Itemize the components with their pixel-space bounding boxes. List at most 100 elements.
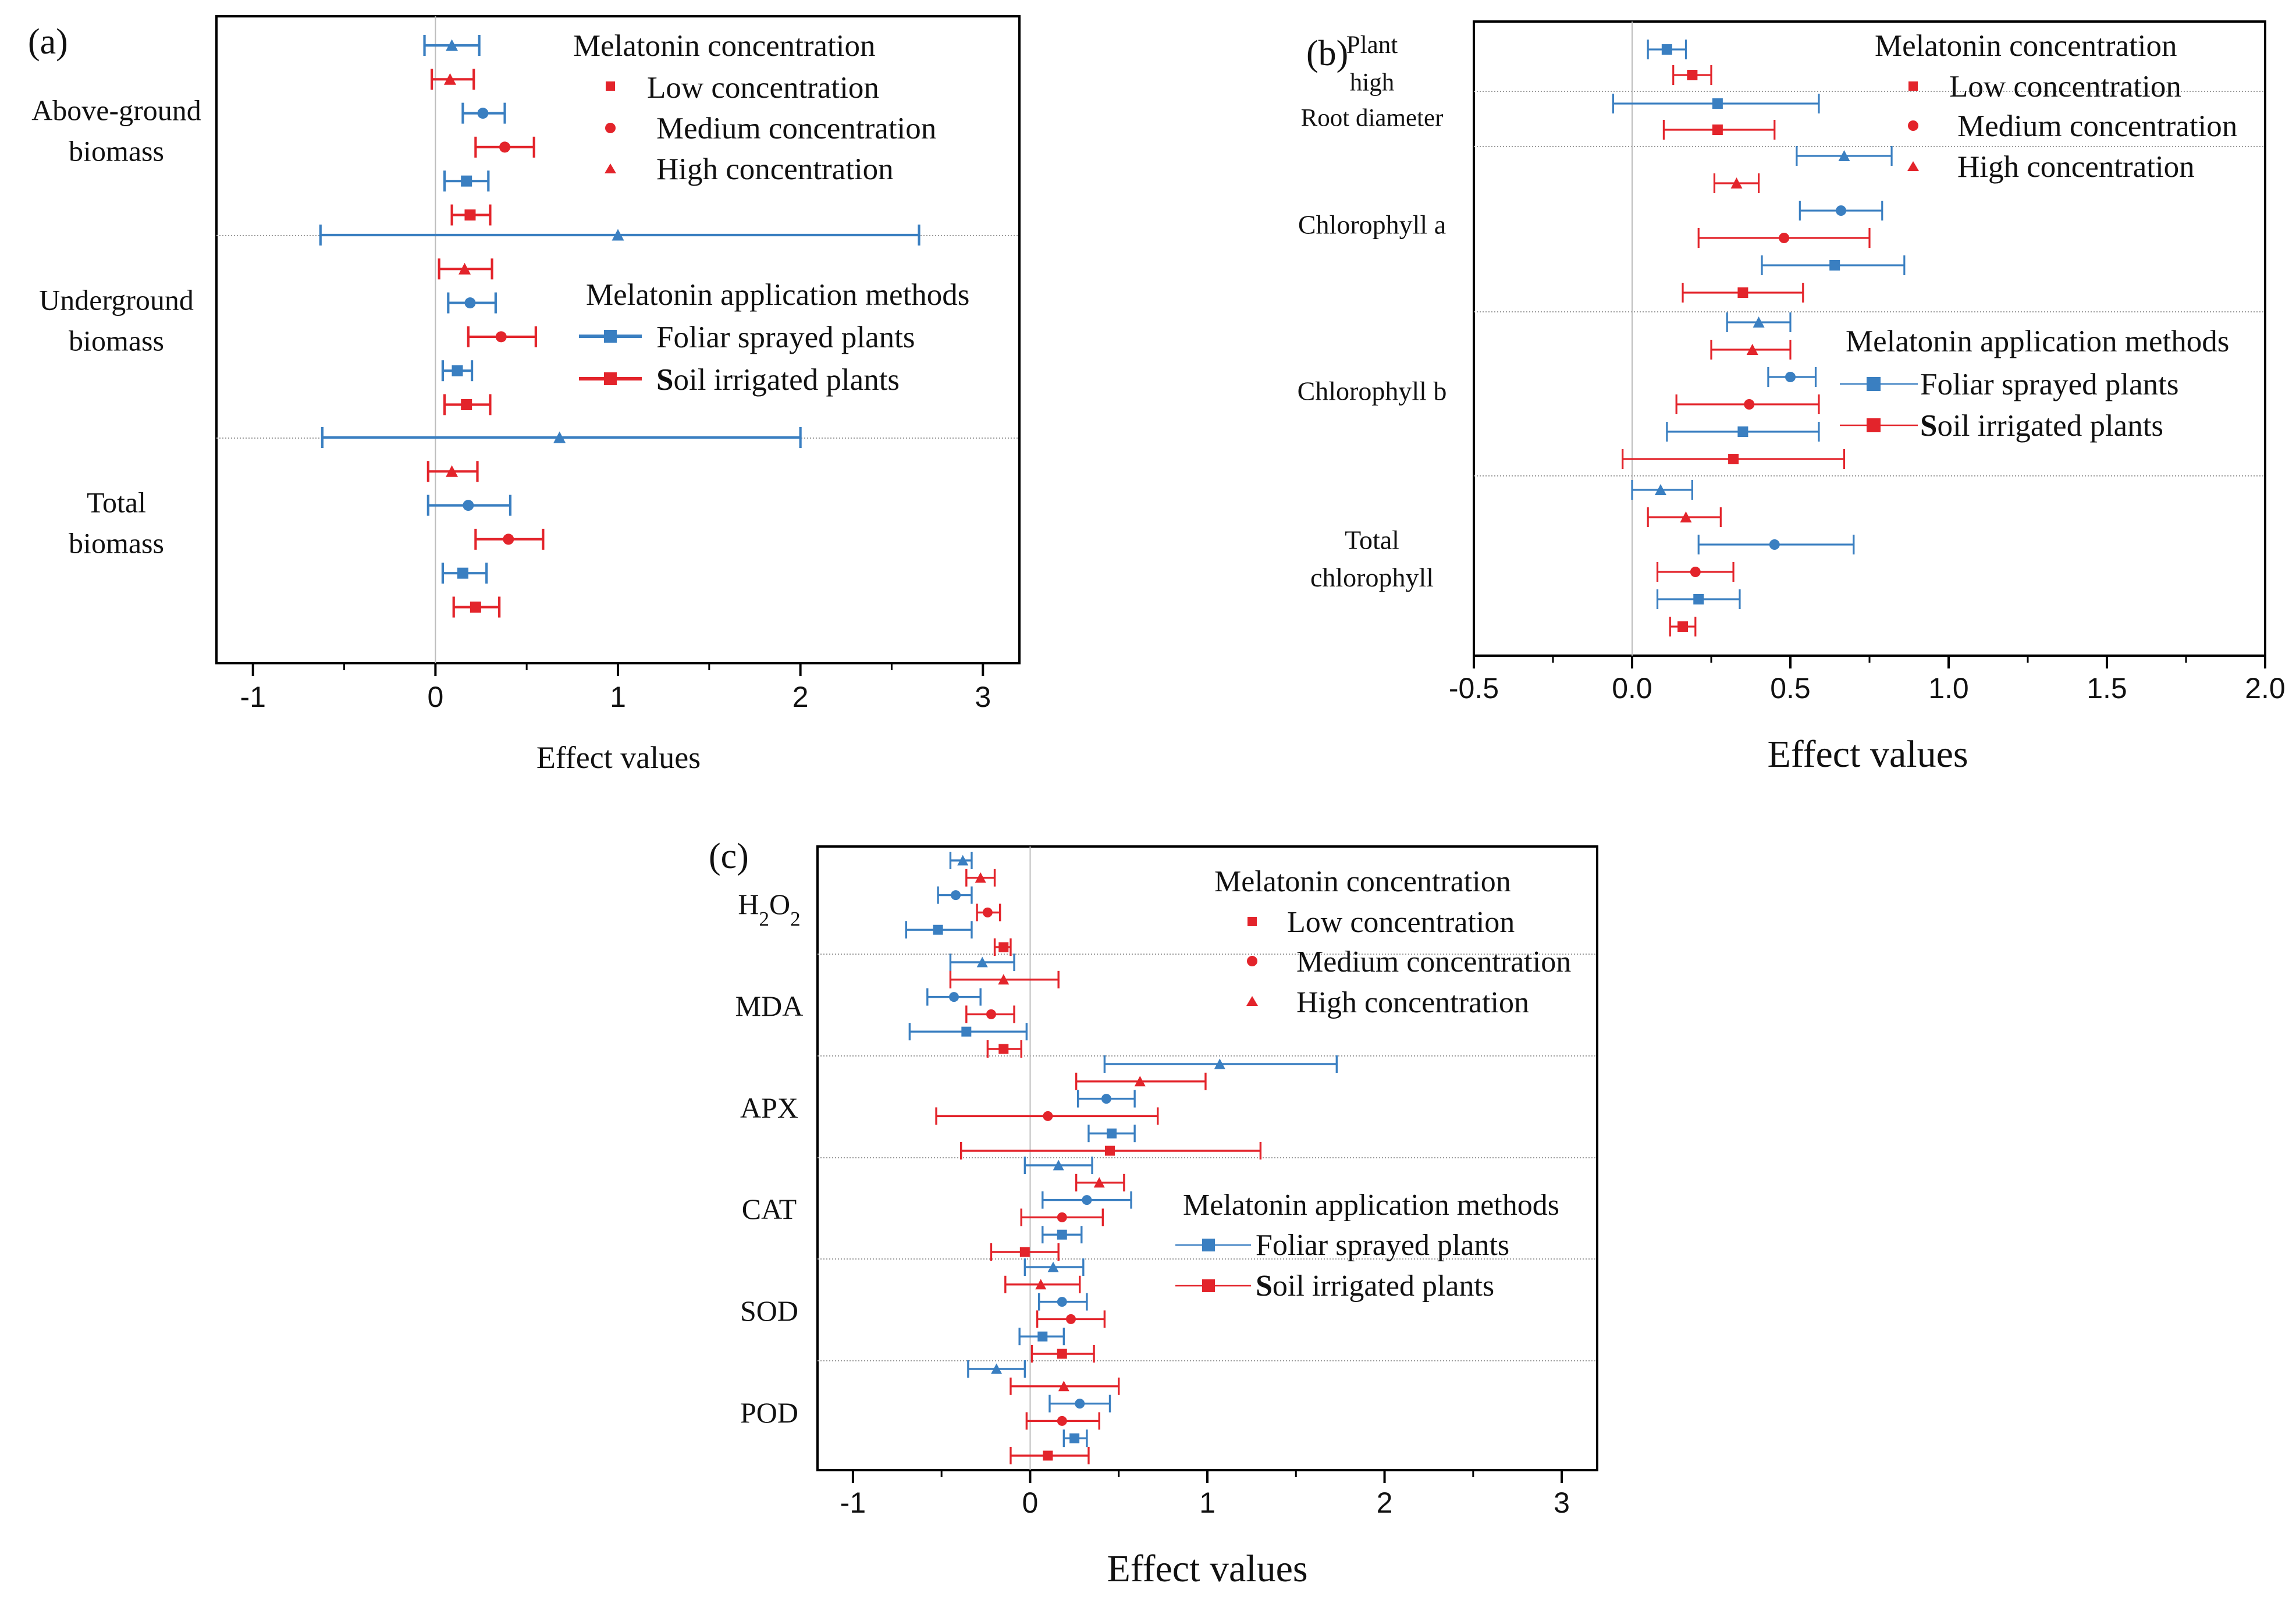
panel-c-error-bars: [905, 852, 1338, 1464]
x-tick-label: -1: [840, 1486, 866, 1519]
effect-point-triangle: [446, 465, 459, 477]
group-label: Chlorophyll a: [1298, 210, 1446, 240]
legend-c-soil-label: Soil irrigated plants: [1256, 1269, 1494, 1303]
group-label: high: [1350, 69, 1394, 96]
effect-point-square: [1037, 1331, 1048, 1342]
effect-point-circle: [1769, 539, 1780, 550]
panel-a-xlabel: Effect values: [536, 740, 701, 775]
effect-point-circle: [1785, 372, 1796, 382]
effect-point-circle: [986, 1009, 996, 1019]
effect-point-triangle: [1214, 1058, 1225, 1069]
panel-c-label: (c): [709, 837, 749, 876]
legend-b-conc-title: Melatonin concentration: [1875, 29, 2177, 63]
panel-c-legend-methods: Melatonin application methods Foliar spr…: [1175, 1189, 1559, 1303]
legend-a-high-label: High concentration: [656, 152, 894, 186]
legend-b-soil-marker: [1867, 418, 1881, 432]
x-tick-label: 2: [792, 681, 809, 713]
group-label: Chlorophyll b: [1298, 376, 1447, 406]
legend-a-low-marker: [606, 81, 615, 91]
effect-point-triangle: [991, 1363, 1003, 1374]
effect-point-circle: [982, 907, 993, 917]
x-tick-label: 2: [1377, 1486, 1393, 1519]
group-label: Root diameter: [1301, 105, 1444, 132]
effect-point-square: [961, 1026, 972, 1037]
x-tick-label: 0: [1022, 1486, 1039, 1519]
panel-a: (a) -1 0 1 2 3 Above-ground biomass Undergroun…: [28, 15, 1021, 775]
panel-a-legend-concentration: Melatonin concentration Low concentratio…: [573, 29, 936, 186]
group-label: APX: [740, 1091, 798, 1124]
legend-a-medium-label: Medium concentration: [656, 112, 936, 145]
effect-point-circle: [495, 331, 507, 343]
effect-point-circle: [949, 992, 959, 1002]
effect-point-square: [452, 365, 463, 376]
effect-point-square: [1069, 1433, 1080, 1443]
legend-c-soil-marker: [1202, 1279, 1215, 1292]
effect-point-triangle: [975, 872, 986, 883]
group-label: Total: [87, 486, 146, 518]
effect-point-square: [1019, 1247, 1030, 1257]
group-label: CAT: [742, 1193, 797, 1225]
effect-point-triangle: [1680, 511, 1692, 522]
legend-c-medium-marker: [1247, 956, 1257, 966]
legend-b-high-marker: [1907, 161, 1919, 171]
panel-a-legend-methods: Melatonin application methods Foliar spr…: [579, 278, 969, 397]
group-label: SOD: [740, 1294, 798, 1327]
effect-point-circle: [477, 108, 489, 119]
group-label: biomass: [69, 527, 164, 559]
effect-point-triangle: [1047, 1261, 1059, 1272]
effect-point-square: [1107, 1128, 1117, 1139]
effect-point-square: [1105, 1146, 1115, 1156]
effect-point-triangle: [1654, 484, 1666, 495]
effect-point-square: [1737, 426, 1748, 437]
group-label: Underground: [39, 283, 194, 316]
panel-c: (c) -1 0 1 2 3 H2O2 MDA APX CAT SOD POD Effect va…: [709, 837, 1598, 1590]
group-label: Plant: [1346, 31, 1398, 59]
effect-point-circle: [1744, 399, 1755, 410]
legend-c-medium-label: Medium concentration: [1296, 945, 1571, 979]
panel-c-separators: [818, 954, 1597, 1361]
group-label: biomass: [69, 134, 164, 167]
legend-c-low-marker: [1247, 917, 1257, 926]
effect-point-triangle: [1134, 1076, 1146, 1087]
legend-b-medium-marker: [1908, 120, 1918, 131]
effect-point-square: [461, 399, 472, 410]
effect-point-circle: [1690, 567, 1701, 577]
legend-a-foliar-label: Foliar sprayed plants: [656, 321, 915, 354]
effect-point-circle: [951, 890, 961, 901]
effect-point-circle: [1043, 1111, 1053, 1121]
effect-point-circle: [503, 533, 514, 545]
x-tick-label: 1: [1199, 1486, 1215, 1519]
panel-b-legend-methods: Melatonin application methods Foliar spr…: [1840, 325, 2229, 443]
effect-point-square: [1043, 1450, 1053, 1461]
x-tick-label: 1.0: [1928, 672, 1969, 705]
effect-point-circle: [464, 297, 476, 309]
legend-c-high-marker: [1246, 996, 1258, 1006]
legend-a-high-marker: [605, 163, 616, 173]
panel-b-ticks: -0.5 0.0 0.5 1.0 1.5 2.0: [1449, 656, 2286, 705]
effect-point-square: [1687, 70, 1698, 80]
effect-point-square: [470, 602, 481, 613]
effect-point-square: [457, 567, 468, 579]
group-label: chlorophyll: [1310, 563, 1434, 592]
x-tick-label: -1: [240, 681, 265, 713]
legend-b-high-label: High concentration: [1957, 150, 2195, 184]
group-label: H2O2: [738, 888, 800, 930]
effect-point-triangle: [1753, 316, 1765, 328]
effect-point-triangle: [612, 229, 624, 241]
x-tick-label: 0.0: [1612, 672, 1652, 705]
effect-point-square: [998, 942, 1009, 952]
legend-b-low-label: Low concentration: [1949, 70, 2181, 104]
effect-point-triangle: [1058, 1381, 1069, 1392]
x-tick-label: -0.5: [1449, 672, 1499, 705]
effect-point-triangle: [1053, 1159, 1064, 1171]
panel-b: (b) -0.5 0.0 0.5 1.0 1.5 2.0 Plant high Root di…: [1298, 20, 2286, 776]
effect-point-circle: [1082, 1195, 1092, 1205]
legend-b-soil-label: Soil irrigated plants: [1920, 409, 2163, 443]
effect-point-triangle: [998, 974, 1010, 985]
legend-c-foliar-label: Foliar sprayed plants: [1256, 1229, 1509, 1262]
effect-point-circle: [1836, 205, 1847, 216]
x-tick-label: 3: [975, 681, 991, 713]
legend-b-medium-label: Medium concentration: [1957, 109, 2237, 143]
x-tick-label: 2.0: [2245, 672, 2286, 705]
